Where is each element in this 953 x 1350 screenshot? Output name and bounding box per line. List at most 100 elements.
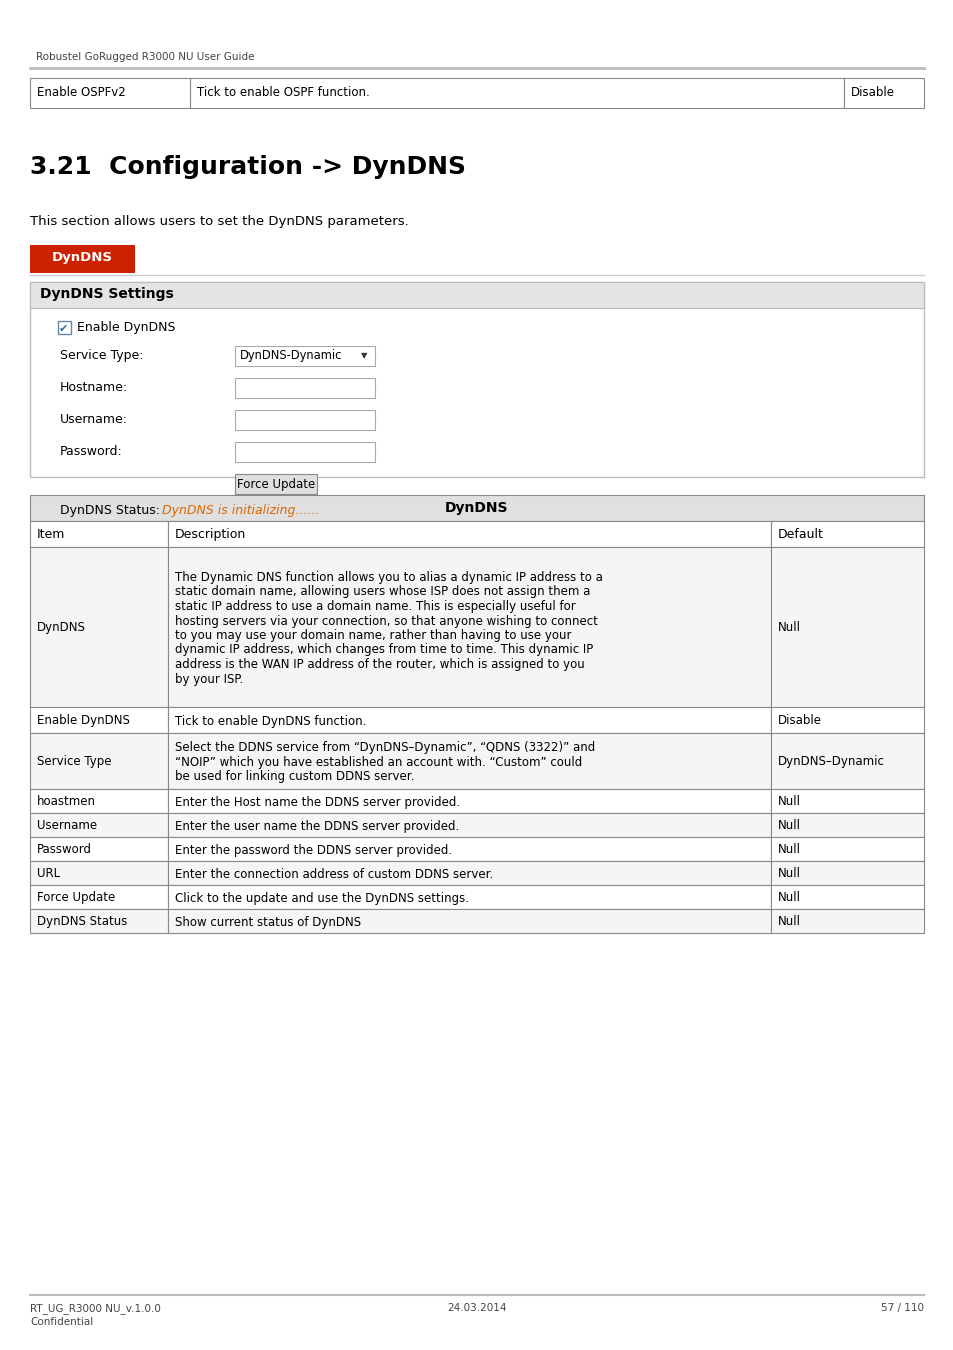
Bar (30, 813, 168, 837)
Bar (30, 282, 923, 308)
Text: Password:: Password: (60, 446, 123, 458)
Text: Username: Username (37, 819, 97, 832)
Text: Force Update: Force Update (37, 891, 115, 904)
Text: static domain name, allowing users whose ISP does not assign them a: static domain name, allowing users whose… (174, 586, 590, 598)
Bar (168, 886, 770, 909)
Text: Service Type:: Service Type: (60, 350, 143, 362)
Text: Click to the update and use the DynDNS settings.: Click to the update and use the DynDNS s… (174, 892, 469, 904)
Text: DynDNS: DynDNS (37, 621, 86, 634)
Text: DynDNS: DynDNS (445, 501, 508, 514)
Bar (30, 886, 168, 909)
Text: 57 / 110: 57 / 110 (880, 1303, 923, 1314)
Bar (58, 321, 71, 333)
Text: Disable: Disable (850, 86, 894, 99)
Text: Enter the Host name the DDNS server provided.: Enter the Host name the DDNS server prov… (174, 795, 459, 809)
Text: 24.03.2014: 24.03.2014 (447, 1303, 506, 1314)
Text: Null: Null (778, 915, 801, 927)
Text: Tick to enable OSPF function.: Tick to enable OSPF function. (196, 86, 370, 99)
Bar (770, 733, 923, 788)
Text: Disable: Disable (778, 714, 821, 728)
Text: Null: Null (778, 795, 801, 809)
Text: DynDNS-Dynamic: DynDNS-Dynamic (240, 350, 342, 362)
Text: 3.21  Configuration -> DynDNS: 3.21 Configuration -> DynDNS (30, 155, 465, 180)
Bar (30, 495, 923, 521)
Bar (843, 78, 923, 108)
Text: DynDNS is initializing......: DynDNS is initializing...... (162, 504, 319, 517)
Text: address is the WAN IP address of the router, which is assigned to you: address is the WAN IP address of the rou… (174, 657, 584, 671)
Bar (770, 521, 923, 547)
Text: Null: Null (778, 621, 801, 634)
Bar (168, 547, 770, 707)
Bar (168, 909, 770, 933)
Text: hoastmen: hoastmen (37, 795, 96, 809)
Text: Service Type: Service Type (37, 755, 112, 768)
Text: DynDNS Settings: DynDNS Settings (40, 288, 173, 301)
Bar (168, 813, 770, 837)
Text: Username:: Username: (60, 413, 128, 427)
Text: to you may use your domain name, rather than having to use your: to you may use your domain name, rather … (174, 629, 571, 643)
Text: dynamic IP address, which changes from time to time. This dynamic IP: dynamic IP address, which changes from t… (174, 644, 593, 656)
Text: Null: Null (778, 842, 801, 856)
Text: Enter the password the DDNS server provided.: Enter the password the DDNS server provi… (174, 844, 452, 857)
Text: Null: Null (778, 819, 801, 832)
Bar (770, 837, 923, 861)
Bar (30, 707, 168, 733)
Bar (234, 378, 375, 398)
Bar (30, 78, 190, 108)
Bar (190, 78, 843, 108)
Text: Tick to enable DynDNS function.: Tick to enable DynDNS function. (174, 714, 366, 728)
Bar (770, 547, 923, 707)
Text: Default: Default (778, 528, 823, 541)
Text: Enter the user name the DDNS server provided.: Enter the user name the DDNS server prov… (174, 819, 458, 833)
Text: Password: Password (37, 842, 91, 856)
Text: Description: Description (174, 528, 246, 541)
Bar (770, 886, 923, 909)
Bar (168, 788, 770, 813)
Text: by your ISP.: by your ISP. (174, 672, 243, 686)
Text: Enable DynDNS: Enable DynDNS (77, 321, 175, 333)
Bar (30, 521, 168, 547)
Bar (168, 861, 770, 886)
Bar (30, 909, 168, 933)
Text: Enter the connection address of custom DDNS server.: Enter the connection address of custom D… (174, 868, 493, 880)
Text: Force Update: Force Update (236, 478, 314, 491)
Text: Show current status of DynDNS: Show current status of DynDNS (174, 915, 361, 929)
Text: Select the DDNS service from “DynDNS–Dynamic”, “QDNS (3322)” and: Select the DDNS service from “DynDNS–Dyn… (174, 741, 595, 755)
Text: Enable OSPFv2: Enable OSPFv2 (37, 86, 126, 99)
Text: RT_UG_R3000 NU_v.1.0.0: RT_UG_R3000 NU_v.1.0.0 (30, 1303, 161, 1314)
Bar (168, 733, 770, 788)
Text: hosting servers via your connection, so that anyone wishing to connect: hosting servers via your connection, so … (174, 614, 598, 628)
Bar (30, 733, 168, 788)
Bar (770, 909, 923, 933)
Bar (234, 441, 375, 462)
Bar (30, 788, 168, 813)
Bar (770, 788, 923, 813)
Text: Confidential: Confidential (30, 1318, 93, 1327)
Text: URL: URL (37, 867, 60, 880)
Text: “NOIP” which you have established an account with. “Custom” could: “NOIP” which you have established an acc… (174, 756, 581, 768)
Text: static IP address to use a domain name. This is especially useful for: static IP address to use a domain name. … (174, 599, 576, 613)
Text: DynDNS–Dynamic: DynDNS–Dynamic (778, 755, 884, 768)
Text: be used for linking custom DDNS server.: be used for linking custom DDNS server. (174, 771, 414, 783)
Text: Hostname:: Hostname: (60, 381, 128, 394)
Bar (30, 837, 168, 861)
Bar (30, 282, 923, 477)
Bar (168, 521, 770, 547)
Bar (234, 410, 375, 431)
Bar (30, 547, 168, 707)
Bar (770, 861, 923, 886)
Bar (168, 837, 770, 861)
Text: ✔: ✔ (59, 324, 69, 333)
Bar (234, 474, 316, 494)
Bar (30, 861, 168, 886)
Text: ▼: ▼ (360, 351, 367, 360)
Text: DynDNS: DynDNS (52, 251, 112, 263)
Bar (770, 707, 923, 733)
Text: The Dynamic DNS function allows you to alias a dynamic IP address to a: The Dynamic DNS function allows you to a… (174, 571, 602, 585)
Bar (770, 813, 923, 837)
Text: DynDNS Status:: DynDNS Status: (60, 504, 160, 517)
Bar (168, 707, 770, 733)
Bar (234, 346, 375, 366)
Text: Robustel GoRugged R3000 NU User Guide: Robustel GoRugged R3000 NU User Guide (36, 53, 254, 62)
Text: Null: Null (778, 891, 801, 904)
